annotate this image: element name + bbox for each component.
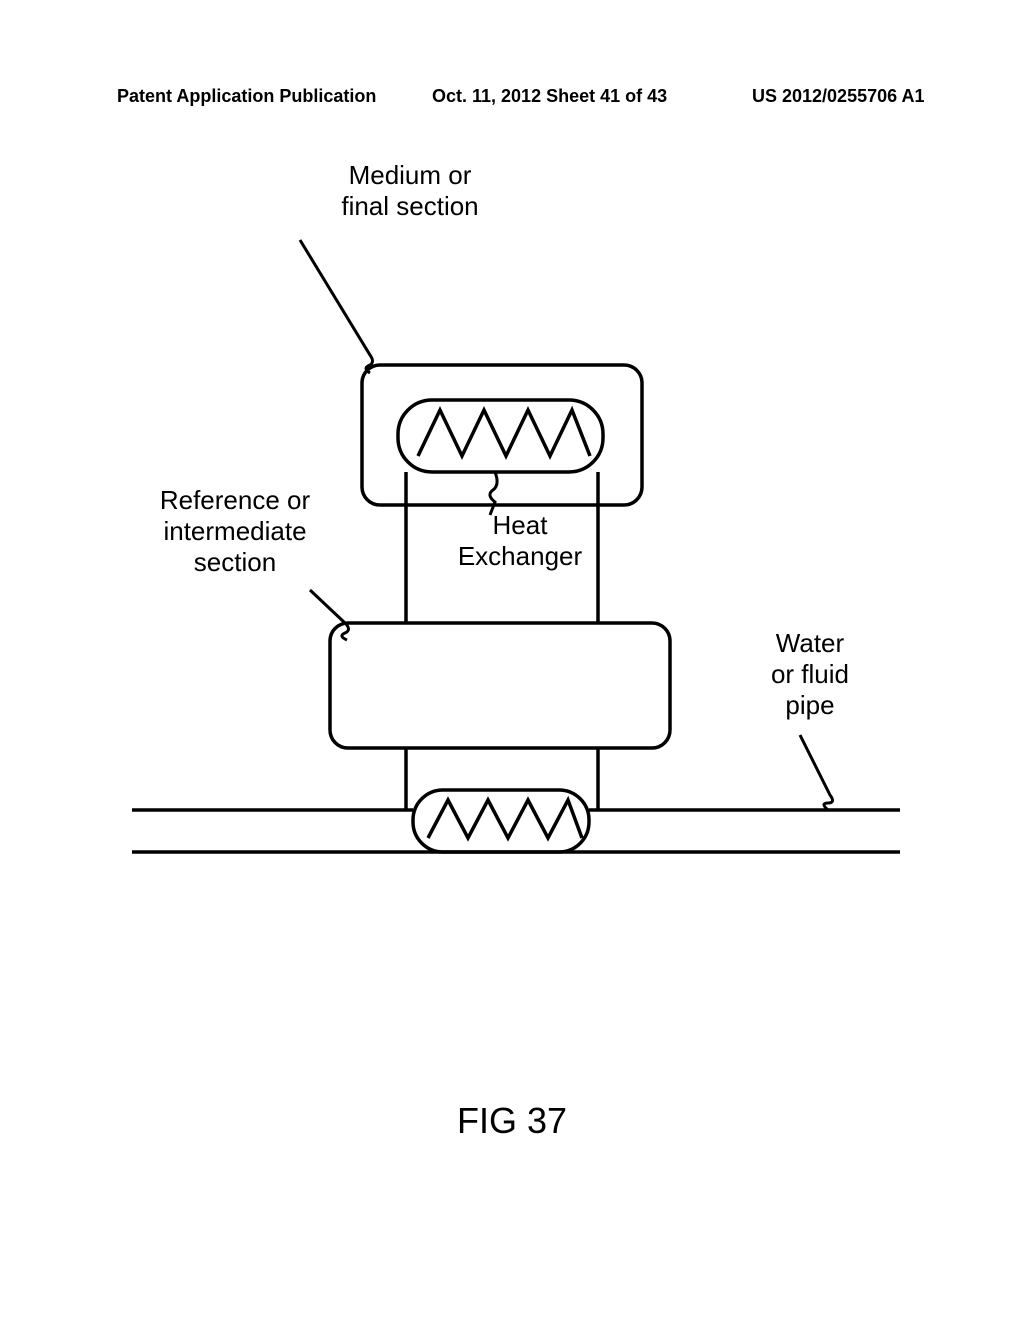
top-section-box: [362, 365, 642, 505]
label-heat-exchanger: HeatExchanger: [420, 510, 620, 572]
label-pipe: Wateror fluidpipe: [740, 628, 880, 722]
leader-heat-exchanger: [490, 472, 497, 515]
top-heat-exchanger-zigzag: [418, 410, 590, 456]
leader-top-section: [300, 240, 373, 373]
label-middle-section: Reference orintermediatesection: [125, 485, 345, 579]
figure-number: FIG 37: [0, 1100, 1024, 1142]
header-patent-number: US 2012/0255706 A1: [752, 86, 924, 107]
header-publication: Patent Application Publication: [117, 86, 376, 107]
leader-middle-section: [310, 590, 349, 640]
header-date-sheet: Oct. 11, 2012 Sheet 41 of 43: [432, 86, 667, 107]
diagram-svg: [0, 140, 1024, 1040]
diagram: Medium orfinal section Reference orinter…: [0, 140, 1024, 1040]
label-top-section: Medium orfinal section: [280, 160, 540, 222]
bottom-heat-exchanger-zigzag: [428, 800, 582, 838]
middle-section-box: [330, 623, 670, 748]
leader-pipe: [800, 735, 833, 810]
